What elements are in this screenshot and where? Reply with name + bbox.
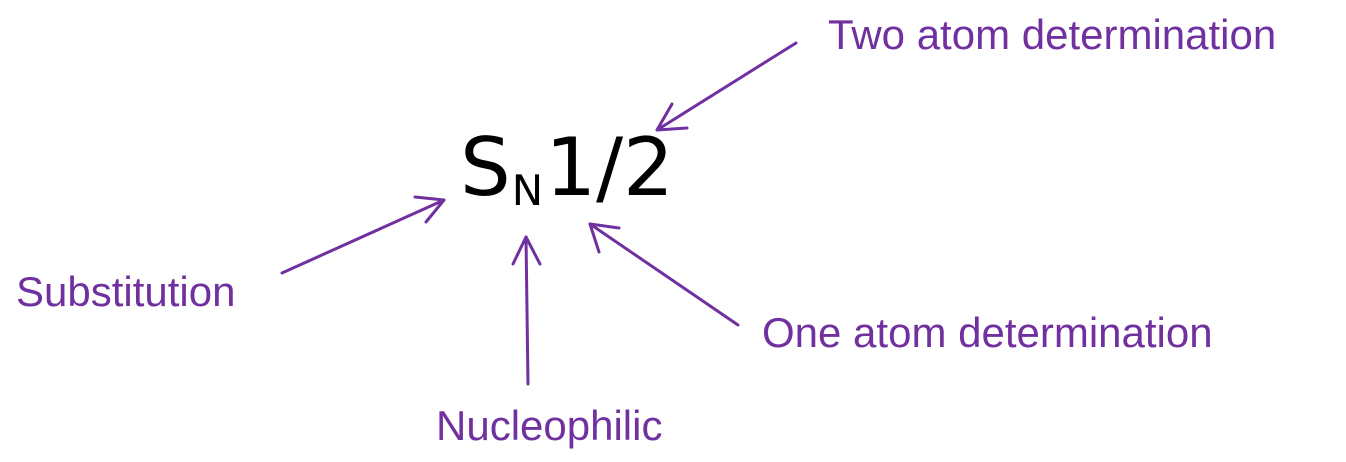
label-nucleophilic: Nucleophilic (436, 402, 663, 449)
formula-main-letter: S (460, 121, 511, 214)
reaction-formula: SN1/2 (460, 128, 674, 212)
arrow-nucleophilic (511, 235, 542, 386)
label-substitution: Substitution (16, 268, 236, 315)
label-one-atom-determination: One atom determination (762, 309, 1213, 356)
formula-subscript: N (511, 166, 544, 215)
arrow-substitution (280, 195, 446, 275)
arrow-two-atom (655, 41, 798, 132)
formula-suffix: 1/2 (545, 121, 674, 214)
label-two-atom-determination: Two atom determination (828, 11, 1277, 58)
arrow-one-atom (588, 222, 740, 327)
